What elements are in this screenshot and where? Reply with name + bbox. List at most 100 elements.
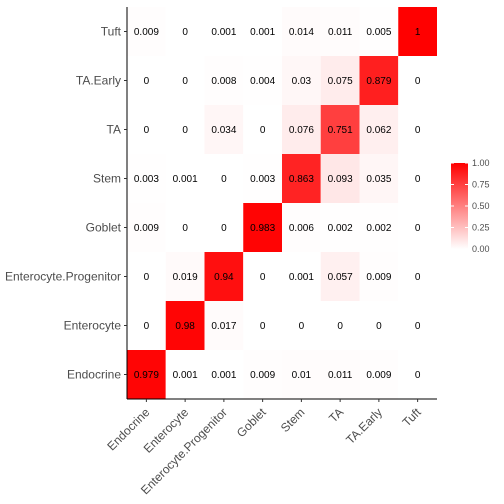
x-tick-label: Tuft bbox=[400, 405, 425, 430]
y-tick-label: Stem bbox=[93, 172, 121, 186]
heatmap-cell-ta-ta-early bbox=[359, 105, 399, 154]
heatmap-cell-goblet-enterocyte-progenitor bbox=[204, 203, 244, 252]
cell-value-label: 0 bbox=[144, 321, 150, 332]
legend-tick-label: 0.50 bbox=[472, 201, 490, 211]
heatmap-cell-enterocyte-progenitor-endocrine bbox=[127, 252, 166, 301]
heatmap-cell-endocrine-goblet bbox=[243, 350, 282, 399]
heatmap-cell-stem-stem bbox=[282, 154, 321, 203]
heatmap-cell-ta-goblet bbox=[243, 105, 282, 154]
heatmap-cell-tuft-endocrine bbox=[127, 7, 166, 56]
heatmap-cell-enterocyte-enterocyte-progenitor bbox=[204, 301, 244, 350]
cell-value-label: 0.983 bbox=[250, 223, 275, 234]
cell-value-label: 0.001 bbox=[250, 27, 275, 38]
cell-value-label: 0.019 bbox=[173, 272, 198, 283]
heatmap-cell-enterocyte-progenitor-tuft bbox=[398, 252, 437, 301]
cell-value-label: 0.076 bbox=[289, 125, 314, 136]
cell-value-label: 0.98 bbox=[175, 321, 195, 332]
cell-value-label: 0.03 bbox=[292, 76, 312, 87]
cell-value-label: 0 bbox=[415, 223, 421, 234]
cell-value-label: 0.009 bbox=[366, 272, 391, 283]
heatmap-cell-enterocyte-goblet bbox=[243, 301, 282, 350]
heatmap-cell-endocrine-enterocyte-progenitor bbox=[204, 350, 244, 399]
x-tick-label: TA.Early bbox=[343, 405, 385, 447]
cell-value-label: 0 bbox=[376, 321, 382, 332]
cell-value-label: 0 bbox=[299, 321, 305, 332]
heatmap-cell-ta-ta bbox=[320, 105, 360, 154]
heatmap-cell-enterocyte-progenitor-ta bbox=[320, 252, 360, 301]
y-tick-label: Enterocyte bbox=[64, 319, 122, 333]
heatmap-cell-endocrine-enterocyte bbox=[165, 350, 205, 399]
y-tick-label: Endocrine bbox=[67, 368, 121, 382]
heatmap-cell-ta-early-tuft bbox=[398, 56, 437, 105]
heatmap-cell-goblet-ta bbox=[320, 203, 360, 252]
heatmap-cell-ta-early-stem bbox=[282, 56, 321, 105]
heatmap-cell-tuft-enterocyte-progenitor bbox=[204, 7, 244, 56]
cell-value-label: 0 bbox=[415, 272, 421, 283]
cell-value-label: 0.004 bbox=[250, 76, 275, 87]
cell-value-label: 0 bbox=[182, 125, 188, 136]
heatmap-cell-stem-endocrine bbox=[127, 154, 166, 203]
heatmap-cell-stem-enterocyte bbox=[165, 154, 205, 203]
cell-value-label: 0 bbox=[415, 370, 421, 381]
cell-value-label: 0 bbox=[144, 272, 150, 283]
cell-value-label: 0.009 bbox=[366, 370, 391, 381]
cell-value-label: 0.001 bbox=[289, 272, 314, 283]
cell-value-label: 0 bbox=[415, 125, 421, 136]
heatmap-cell-ta-early-ta-early bbox=[359, 56, 399, 105]
cell-value-label: 0 bbox=[144, 125, 150, 136]
heatmap-cell-stem-tuft bbox=[398, 154, 437, 203]
y-tick-label: Goblet bbox=[86, 221, 122, 235]
heatmap-cell-stem-ta-early bbox=[359, 154, 399, 203]
cell-value-label: 0.005 bbox=[366, 27, 391, 38]
cell-value-label: 0 bbox=[144, 76, 150, 87]
heatmap-cells bbox=[127, 7, 437, 399]
heatmap-cell-ta-stem bbox=[282, 105, 321, 154]
cell-value-label: 0.062 bbox=[366, 125, 391, 136]
heatmap-cell-ta-endocrine bbox=[127, 105, 166, 154]
cell-value-label: 0.001 bbox=[173, 174, 198, 185]
heatmap-cell-endocrine-ta-early bbox=[359, 350, 399, 399]
cell-value-label: 0.001 bbox=[173, 370, 198, 381]
color-legend: 0.00 0.25 0.50 0.75 1.00 bbox=[451, 158, 490, 254]
heatmap-cell-tuft-goblet bbox=[243, 7, 282, 56]
legend-tick-label: 1.00 bbox=[472, 158, 490, 168]
x-tick-label: Goblet bbox=[234, 405, 269, 440]
cell-value-label: 0.006 bbox=[289, 223, 314, 234]
heatmap-cell-ta-early-endocrine bbox=[127, 56, 166, 105]
cell-value-label: 0.001 bbox=[211, 27, 236, 38]
cell-value-label: 0.879 bbox=[366, 76, 391, 87]
legend-tick-label: 0.75 bbox=[472, 180, 490, 190]
heatmap-cell-enterocyte-ta-early bbox=[359, 301, 399, 350]
cell-value-label: 0 bbox=[221, 174, 227, 185]
y-tick-label: TA.Early bbox=[76, 74, 121, 88]
y-tick-label: TA bbox=[107, 123, 121, 137]
cell-value-label: 0 bbox=[415, 76, 421, 87]
cell-value-label: 0.075 bbox=[328, 76, 353, 87]
cell-value-label: 0.01 bbox=[292, 370, 312, 381]
y-tick-label: Tuft bbox=[101, 25, 122, 39]
cell-value-label: 0.011 bbox=[328, 27, 353, 38]
cell-value-label: 0 bbox=[221, 223, 227, 234]
legend-tick-label: 0.25 bbox=[472, 223, 490, 233]
cell-value-label: 0.014 bbox=[289, 27, 314, 38]
cell-value-label: 0.057 bbox=[328, 272, 353, 283]
heatmap-cell-enterocyte-progenitor-enterocyte-progenitor bbox=[204, 252, 244, 301]
heatmap-cell-goblet-goblet bbox=[243, 203, 282, 252]
heatmap-cell-tuft-enterocyte bbox=[165, 7, 205, 56]
cell-value-label: 0.093 bbox=[328, 174, 353, 185]
cell-value-label: 0 bbox=[182, 76, 188, 87]
y-tick-label: Enterocyte.Progenitor bbox=[5, 270, 121, 284]
cell-value-label: 0.94 bbox=[214, 272, 234, 283]
heatmap-cell-tuft-tuft bbox=[398, 7, 437, 56]
cell-value-label: 0.003 bbox=[250, 174, 275, 185]
heatmap-cell-ta-enterocyte bbox=[165, 105, 205, 154]
heatmap-cell-enterocyte-progenitor-ta-early bbox=[359, 252, 399, 301]
x-tick-labels: EndocrineEnterocyteEnterocyte.Progenitor… bbox=[104, 399, 424, 497]
heatmap-cell-endocrine-stem bbox=[282, 350, 321, 399]
heatmap-cell-enterocyte-endocrine bbox=[127, 301, 166, 350]
heatmap-cell-ta-tuft bbox=[398, 105, 437, 154]
heatmap-cell-enterocyte-progenitor-stem bbox=[282, 252, 321, 301]
cell-value-label: 0 bbox=[260, 272, 266, 283]
